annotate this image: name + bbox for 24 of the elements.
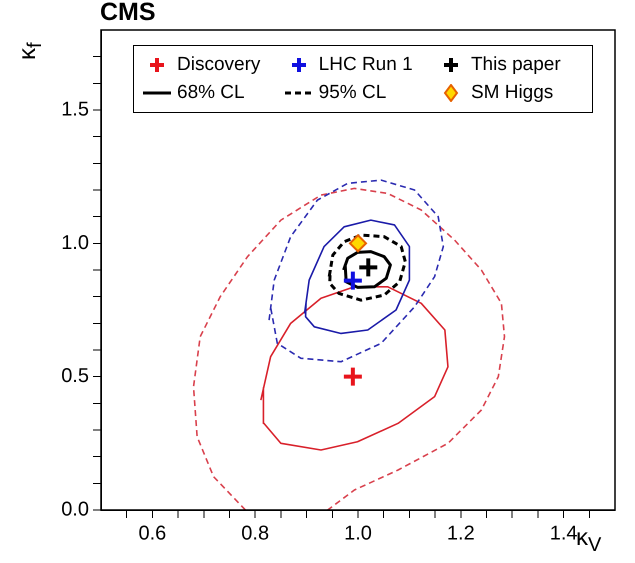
point <box>342 366 364 388</box>
point <box>342 270 364 292</box>
y-tick-label: 0.0 <box>61 498 89 521</box>
x-tick-label: 1.0 <box>344 522 372 545</box>
x-tick-label: 0.6 <box>138 522 166 545</box>
point <box>349 234 367 252</box>
y-tick-label: 0.5 <box>61 365 89 388</box>
x-axis-title: κ$_{V}$ <box>576 524 602 557</box>
legend-label: SM Higgs <box>470 82 554 104</box>
x-tick-label: 1.2 <box>446 522 475 545</box>
legend-label: LHC Run 1 <box>318 54 413 76</box>
chart-title: CMS <box>100 0 156 27</box>
legend-label: Discovery <box>177 54 260 76</box>
point <box>357 256 380 278</box>
y-tick-label: 1.5 <box>61 98 89 121</box>
line-series <box>192 188 506 510</box>
line-series <box>328 234 407 302</box>
legend-label: This paper <box>470 54 561 76</box>
line-series <box>268 179 444 363</box>
y-tick-label: 1.0 <box>61 232 89 254</box>
legend-label: 68% CL <box>177 82 245 104</box>
x-tick-label: 1.4 <box>550 522 578 545</box>
legend-label: 95% CL <box>318 82 386 104</box>
x-tick-label: 0.8 <box>241 522 270 545</box>
